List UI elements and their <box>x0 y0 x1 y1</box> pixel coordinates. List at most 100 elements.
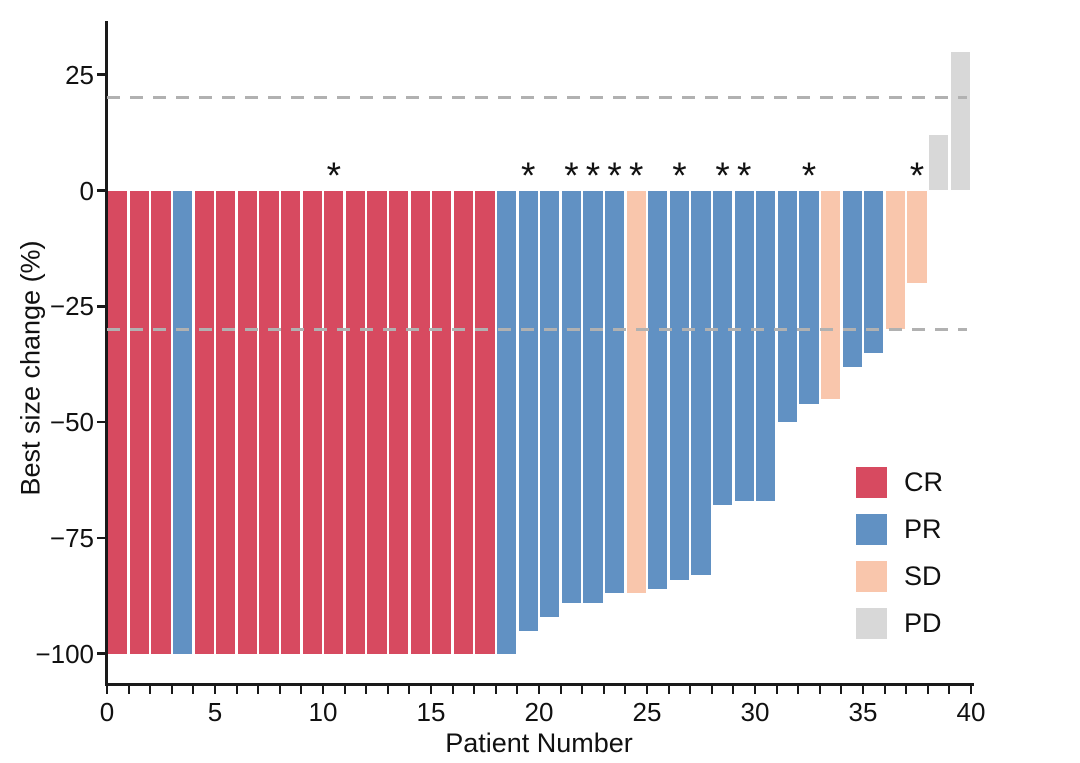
x-tick-label: 35 <box>848 697 878 727</box>
y-tick-label: −75 <box>49 522 94 553</box>
x-tick <box>624 685 627 694</box>
significance-asterisk: * <box>326 155 341 196</box>
y-tick <box>96 420 106 424</box>
x-tick <box>732 685 735 694</box>
y-tick-label: −100 <box>35 638 94 669</box>
x-tick <box>667 685 670 694</box>
significance-asterisk: * <box>585 155 601 196</box>
legend-label-pr: PR <box>904 514 942 544</box>
x-tick <box>473 685 476 694</box>
x-tick <box>559 685 562 694</box>
x-tick <box>213 685 217 694</box>
legend: CR PR SD PD <box>856 467 943 639</box>
significance-asterisk: * <box>628 155 644 196</box>
pr-swatch <box>856 514 887 545</box>
x-tick-label: 0 <box>99 697 115 727</box>
y-tick <box>96 189 106 192</box>
significance-asterisk: * <box>672 155 687 196</box>
x-tick <box>775 685 778 694</box>
y-axis-title: Best size change (%) <box>15 240 46 496</box>
x-tick <box>818 685 821 694</box>
x-tick <box>645 685 649 694</box>
patient-bar <box>950 51 970 191</box>
x-tick <box>451 685 454 694</box>
x-tick <box>948 685 951 694</box>
significance-asterisk: * <box>909 155 925 196</box>
x-tick <box>969 685 973 694</box>
x-tick-label: 25 <box>632 697 662 727</box>
x-tick-label: 30 <box>740 697 770 727</box>
x-tick <box>192 685 195 694</box>
cr-swatch <box>856 467 887 498</box>
x-tick <box>235 685 238 694</box>
legend-label-pd: PD <box>904 608 942 638</box>
patient-bar <box>583 190 603 603</box>
patient-bar <box>669 190 689 580</box>
legend-label-sd: SD <box>904 561 942 591</box>
x-tick <box>602 685 605 694</box>
sd-swatch <box>856 561 887 592</box>
y-axis-line <box>105 21 108 686</box>
patient-bar <box>561 190 581 603</box>
x-tick-label: 20 <box>524 697 554 727</box>
x-tick <box>278 685 281 694</box>
patient-bar <box>929 134 949 191</box>
legend-item-cr: CR <box>856 467 943 498</box>
x-tick <box>300 685 303 694</box>
patient-bar <box>907 190 927 284</box>
patient-bar <box>648 190 668 589</box>
x-tick-label: 5 <box>207 697 223 727</box>
significance-asterisk: * <box>801 155 817 196</box>
patient-bar <box>626 190 646 594</box>
patient-bar <box>453 190 473 654</box>
x-tick <box>365 685 368 694</box>
legend-item-sd: SD <box>856 561 943 592</box>
x-tick-label: 40 <box>956 697 986 727</box>
y-tick <box>96 536 106 540</box>
x-tick <box>170 685 173 694</box>
y-tick-label: −25 <box>49 291 94 322</box>
patient-bar <box>799 190 819 404</box>
x-tick-label: 15 <box>416 697 446 727</box>
x-tick <box>257 685 260 694</box>
patient-bar <box>151 190 171 654</box>
patient-bar <box>237 190 257 654</box>
patient-bar <box>756 190 776 501</box>
x-tick <box>710 685 713 694</box>
x-tick <box>905 685 908 694</box>
x-tick <box>581 685 584 694</box>
x-tick <box>321 685 325 694</box>
patient-bar <box>108 190 128 654</box>
x-tick-label: 10 <box>308 697 338 727</box>
x-tick <box>689 685 692 694</box>
patient-bar <box>842 190 862 367</box>
patient-bar <box>864 190 884 353</box>
x-axis-line <box>105 683 974 686</box>
y-tick <box>96 305 106 308</box>
x-tick <box>797 685 800 694</box>
x-tick <box>494 685 497 694</box>
patient-bar <box>259 190 279 654</box>
x-axis-title: Patient Number <box>445 728 633 758</box>
patient-bar <box>734 190 754 501</box>
patient-bar <box>475 190 495 654</box>
patient-bar <box>432 190 452 654</box>
x-tick <box>408 685 411 694</box>
legend-label-cr: CR <box>904 467 943 497</box>
significance-asterisk: * <box>736 155 752 196</box>
x-tick <box>926 685 929 694</box>
patient-bar <box>389 190 409 654</box>
x-tick <box>429 685 433 694</box>
patient-bar <box>691 190 711 575</box>
patient-bar <box>777 190 797 423</box>
x-tick <box>149 685 152 694</box>
x-tick <box>883 685 886 694</box>
y-tick-label: 0 <box>79 175 94 206</box>
x-tick <box>840 685 843 694</box>
patient-bar <box>410 190 430 654</box>
patient-bar <box>885 190 905 330</box>
patient-bar <box>540 190 560 617</box>
patient-bar <box>324 190 344 654</box>
